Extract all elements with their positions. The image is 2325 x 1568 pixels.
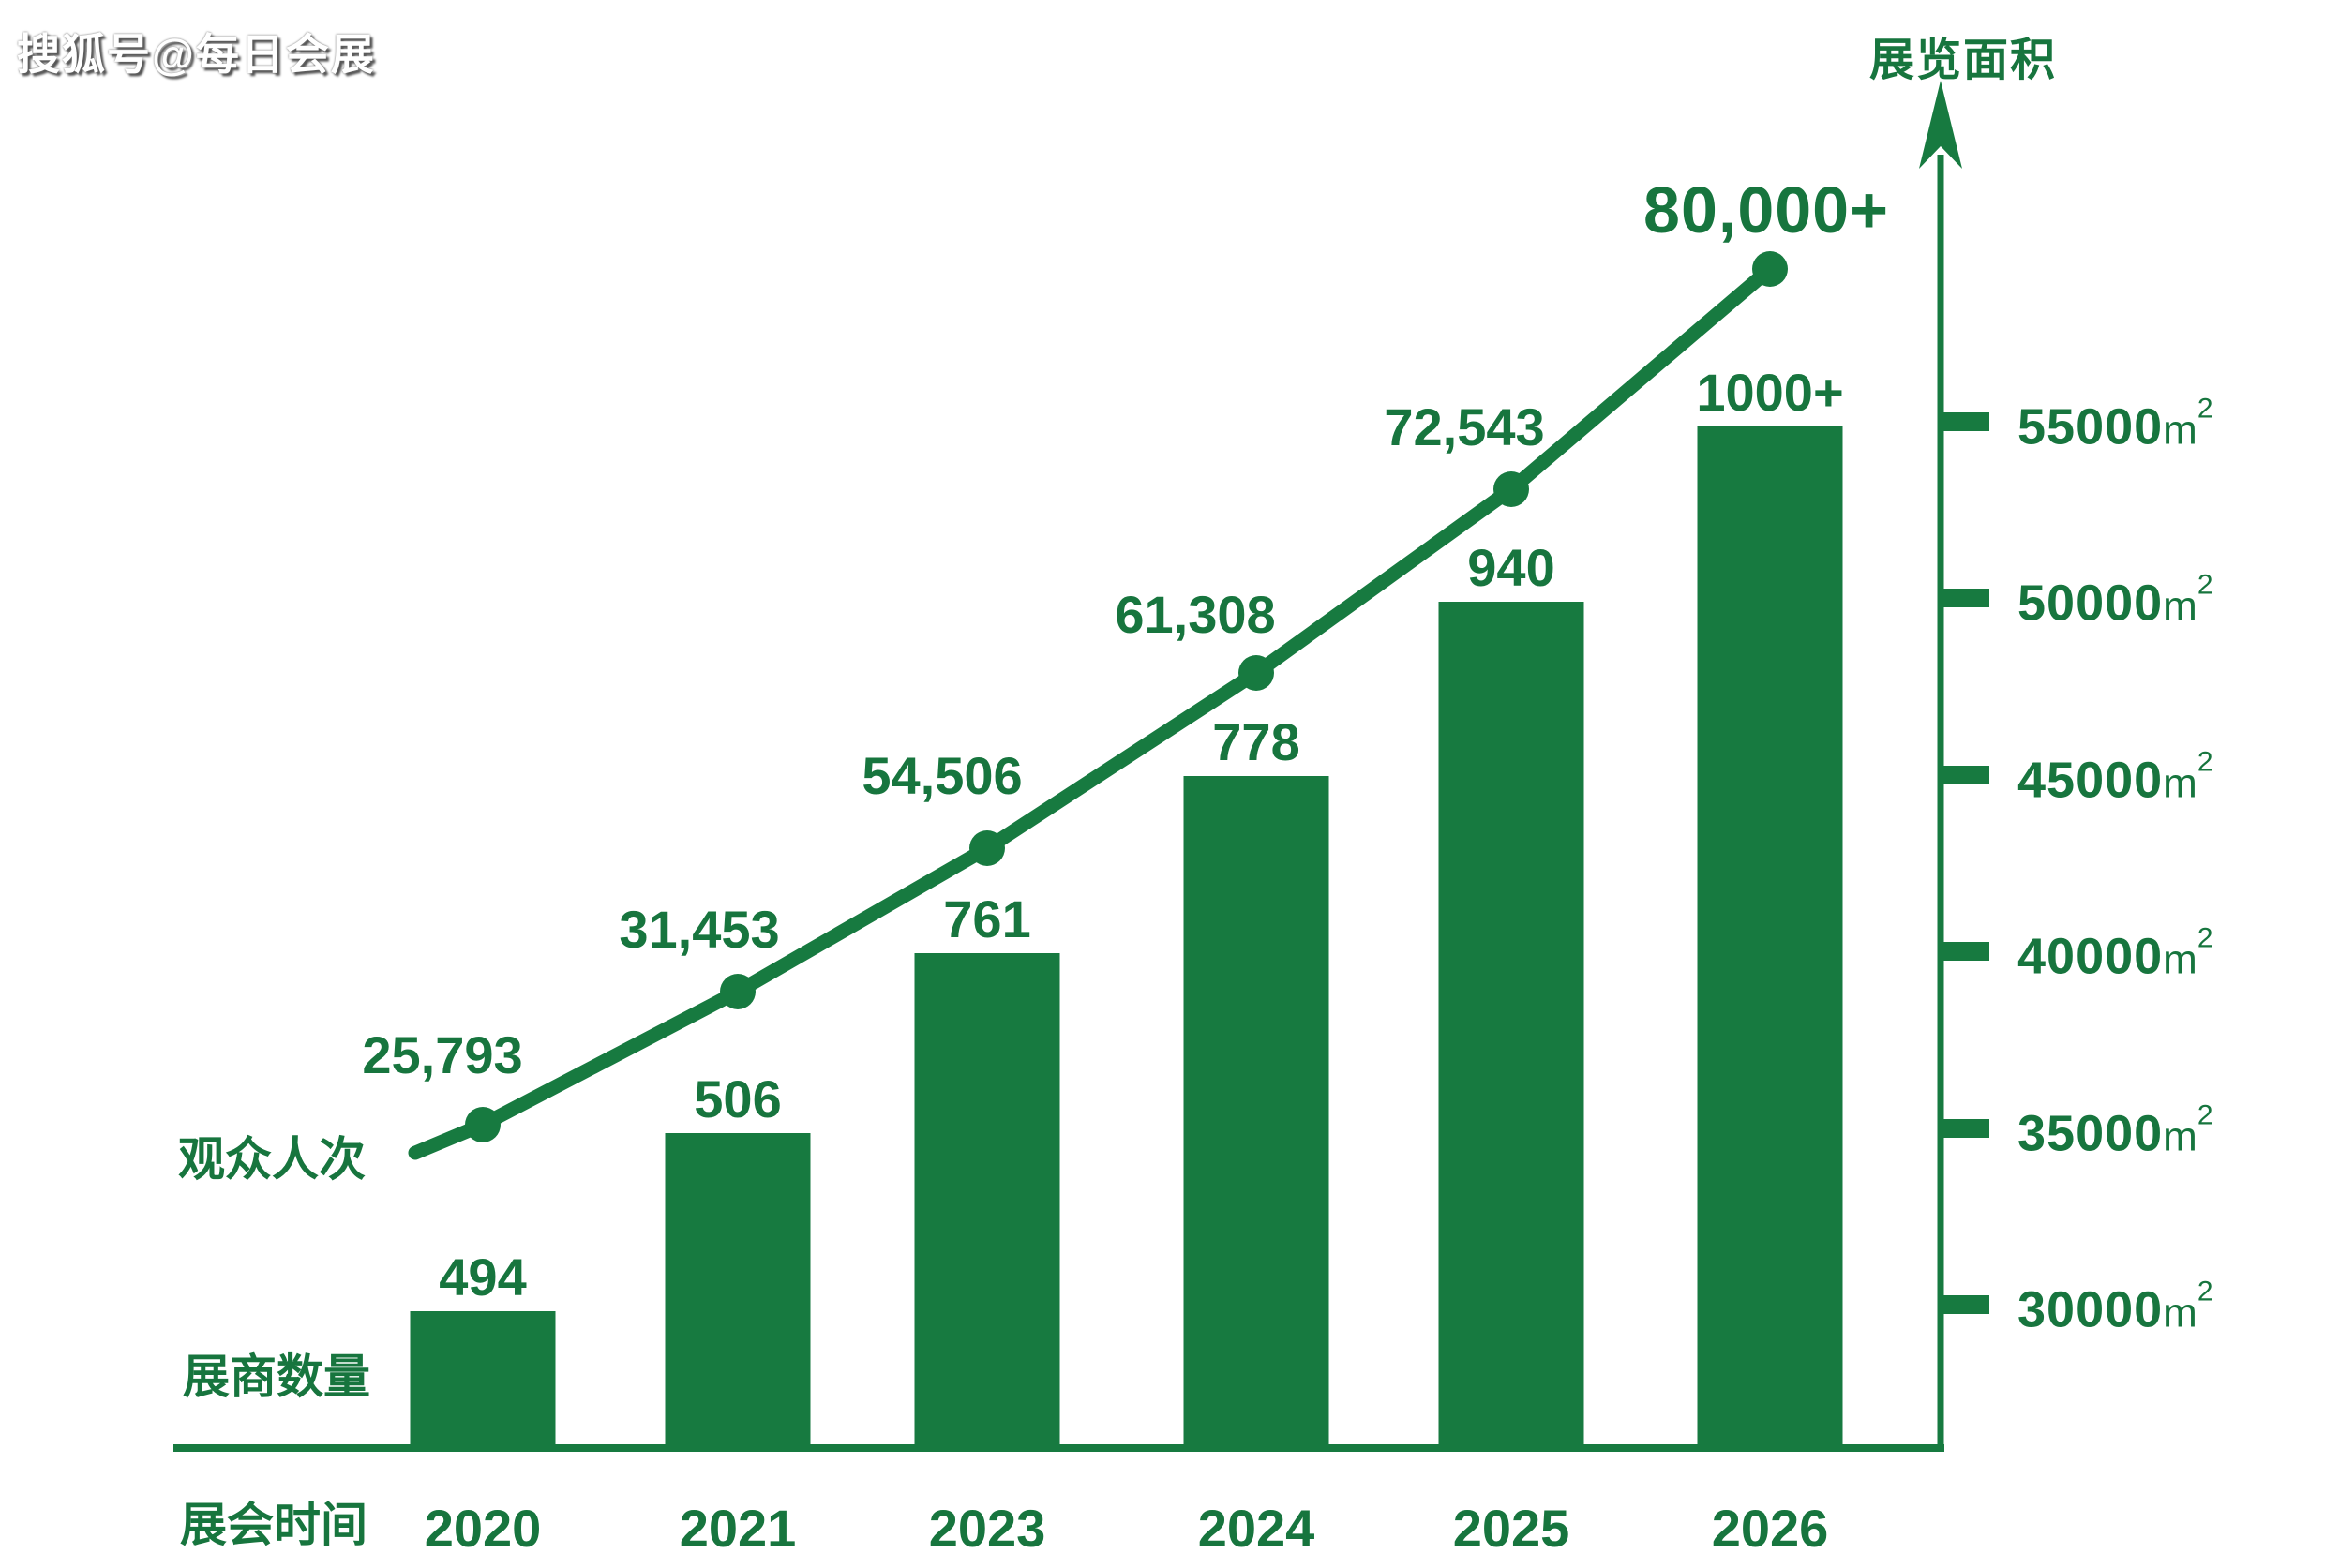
- right-axis-tick-50000: [1941, 589, 1989, 607]
- trend-point-2025: [1493, 471, 1529, 507]
- bar-2025: [1438, 602, 1584, 1448]
- line-value-label-2023: 54,506: [862, 746, 1023, 805]
- bar-2023: [914, 953, 1060, 1448]
- trend-point-2023: [969, 830, 1005, 866]
- year-label-2020: 2020: [424, 1499, 542, 1558]
- year-label-2023: 2023: [928, 1499, 1046, 1558]
- bar-series-label: 展商数量: [183, 1351, 370, 1403]
- right-axis-tick-label-40000: 40000m2: [2018, 922, 2213, 985]
- bar-value-label-2026: 1000+: [1696, 363, 1844, 422]
- line-series-label: 观众人次: [178, 1133, 366, 1186]
- x-axis-line: [173, 1444, 1944, 1452]
- line-value-label-2021: 31,453: [619, 900, 780, 959]
- bar-2024: [1183, 776, 1329, 1448]
- right-axis-tick-30000: [1941, 1295, 1989, 1314]
- right-axis-tick-40000: [1941, 942, 1989, 961]
- bar-2020: [410, 1311, 556, 1448]
- bar-value-label-2025: 940: [1467, 538, 1555, 597]
- year-label-2025: 2025: [1452, 1499, 1570, 1558]
- right-axis-tick-55000: [1941, 412, 1989, 431]
- year-label-2024: 2024: [1197, 1499, 1315, 1558]
- year-label-2021: 2021: [679, 1499, 797, 1558]
- right-axis-tick-label-35000: 35000m2: [2018, 1099, 2213, 1162]
- trend-point-2026: [1752, 251, 1788, 287]
- right-axis-tick-label-55000: 55000m2: [2018, 393, 2213, 455]
- trend-point-2024: [1238, 655, 1274, 691]
- right-axis-tick-label-50000: 50000m2: [2018, 569, 2213, 632]
- right-axis-arrow-icon: [1919, 81, 1962, 169]
- right-axis-title: 展览面积: [1869, 36, 2058, 85]
- right-axis-tick-45000: [1941, 766, 1989, 784]
- trend-point-2020: [465, 1107, 501, 1142]
- bar-2026: [1697, 426, 1843, 1448]
- bar-value-label-2024: 778: [1212, 712, 1300, 771]
- line-value-label-2025: 72,543: [1384, 397, 1545, 456]
- bar-value-label-2021: 506: [694, 1069, 782, 1128]
- year-label-2026: 2026: [1711, 1499, 1829, 1558]
- right-axis-line: [1937, 155, 1944, 1448]
- right-axis-tick-label-30000: 30000m2: [2018, 1276, 2213, 1338]
- bar-2021: [665, 1133, 811, 1448]
- trend-point-2021: [720, 974, 756, 1009]
- line-value-label-2024: 61,308: [1115, 585, 1276, 644]
- x-axis-title: 展会时间: [180, 1499, 368, 1551]
- line-value-label-2020: 25,793: [362, 1025, 523, 1084]
- line-value-label-2026: 80,000+: [1643, 173, 1889, 246]
- right-axis-tick-35000: [1941, 1119, 1989, 1138]
- bar-value-label-2020: 494: [439, 1247, 527, 1307]
- right-axis-tick-label-45000: 45000m2: [2018, 746, 2213, 809]
- watermark-text: 搜狐号@每日会展: [17, 30, 376, 79]
- bar-value-label-2023: 761: [943, 889, 1031, 948]
